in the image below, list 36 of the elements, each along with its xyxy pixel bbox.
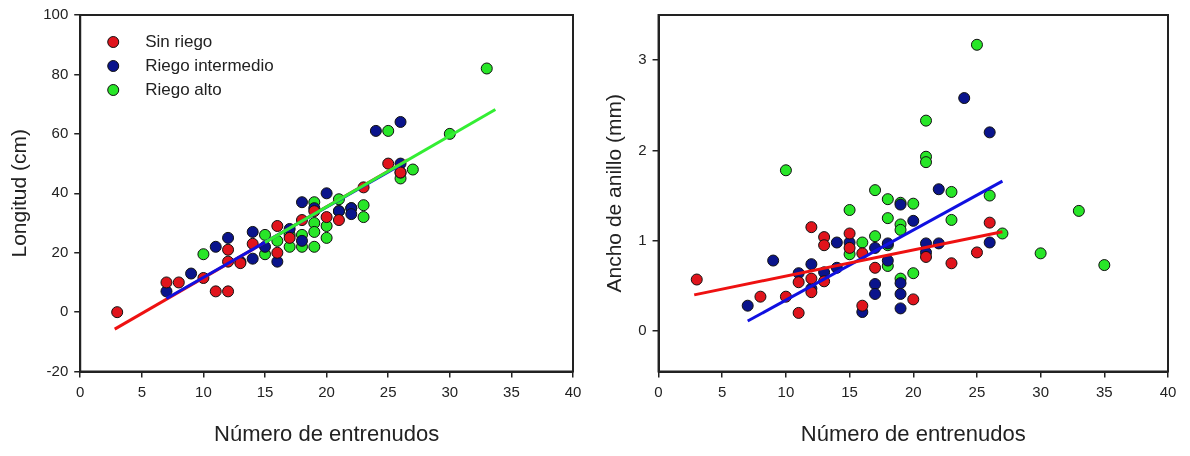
x-tick-label: 0: [654, 382, 663, 400]
y-tick-label: 40: [51, 183, 69, 201]
x-tick-label: 40: [564, 382, 582, 400]
x-axis-title: Número de entrenudos: [214, 420, 440, 446]
x-tick-label: 10: [195, 382, 212, 400]
x-axis-title: Número de entrenudos: [800, 420, 1026, 446]
y-axis-title: Ancho de anillo (mm): [602, 94, 626, 293]
y-tick-label: 60: [51, 124, 69, 142]
y-tick-label: 0: [59, 302, 69, 320]
x-tick-label: 30: [1032, 382, 1049, 400]
y-tick-label: 1: [638, 230, 647, 248]
x-tick-label: 15: [256, 382, 274, 400]
x-tick-label: 35: [1095, 382, 1113, 400]
x-tick-label: 35: [503, 382, 520, 400]
x-tick-label: 20: [904, 382, 922, 400]
y-tick-label: -20: [46, 361, 69, 379]
y-tick-label: 2: [638, 140, 647, 158]
x-tick-label: 20: [318, 382, 335, 400]
x-tick-label: 15: [841, 382, 858, 400]
y-tick-label: 3: [638, 50, 647, 68]
legend-label: Riego intermedio: [145, 55, 274, 75]
x-tick-label: 5: [137, 382, 146, 400]
x-tick-label: 30: [441, 382, 459, 400]
y-tick-label: 0: [638, 321, 647, 339]
y-tick-label: 100: [43, 5, 69, 23]
legend-label: Riego alto: [145, 79, 222, 99]
x-tick-label: 25: [379, 382, 397, 400]
legend-label: Sin riego: [145, 31, 213, 51]
x-tick-label: 5: [718, 382, 727, 400]
y-tick-label: 20: [51, 242, 69, 260]
x-tick-label: 25: [968, 382, 986, 400]
x-tick-label: 40: [1159, 382, 1177, 400]
y-axis-title: Longitud (cm): [7, 129, 31, 258]
y-tick-label: 80: [51, 64, 69, 82]
x-tick-label: 0: [76, 382, 85, 400]
x-tick-label: 10: [777, 382, 795, 400]
